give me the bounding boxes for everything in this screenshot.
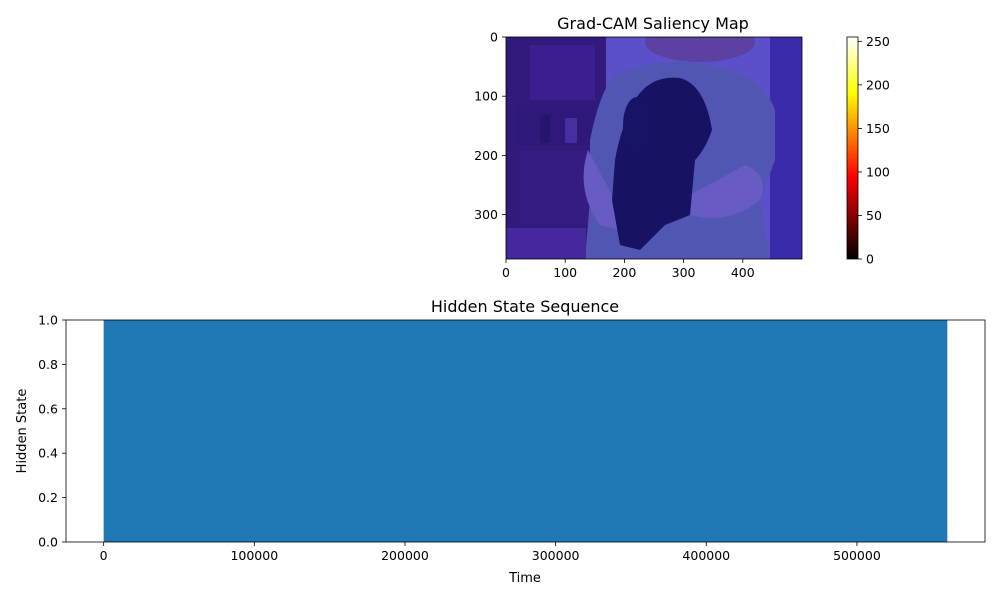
saliency-y-tick-label: 0 — [490, 30, 498, 45]
hidden-state-y-axis: 0.0 0.2 0.4 0.6 0.8 1.0 — [38, 313, 66, 550]
x-axis-label: Time — [508, 571, 541, 586]
saliency-x-tick-label: 0 — [502, 265, 510, 280]
hidden-state-y-tick-label: 0.8 — [38, 357, 58, 372]
hidden-state-y-tick-label: 1.0 — [38, 313, 58, 328]
hidden-state-x-tick-label: 500000 — [833, 548, 881, 563]
saliency-x-tick-label: 400 — [731, 265, 755, 280]
saliency-x-axis: 0 100 200 300 400 — [502, 259, 755, 280]
saliency-title: Grad-CAM Saliency Map — [557, 14, 749, 33]
hidden-state-y-tick-label: 0.0 — [38, 535, 58, 550]
hidden-state-fill — [103, 320, 948, 542]
hidden-state-x-tick-label: 400000 — [682, 548, 730, 563]
colorbar-tick-label: 150 — [866, 121, 890, 136]
colorbar: 0 50 100 150 200 250 — [846, 34, 890, 267]
hidden-state-x-tick-label: 100000 — [230, 548, 278, 563]
hidden-state-x-tick-label: 200000 — [381, 548, 429, 563]
saliency-axes-frame — [505, 36, 803, 260]
hidden-state-panel: Hidden State Sequence 0 100000 200000 30000… — [15, 297, 986, 586]
saliency-map-panel: Grad-CAM Saliency Map — [474, 14, 803, 280]
saliency-y-tick-label: 100 — [474, 89, 498, 104]
hidden-state-y-tick-label: 0.6 — [38, 401, 58, 416]
saliency-x-tick-label: 300 — [672, 265, 696, 280]
saliency-y-axis: 0 100 200 300 — [474, 30, 506, 222]
saliency-x-tick-label: 200 — [612, 265, 636, 280]
colorbar-gradient — [846, 36, 859, 260]
colorbar-tick-label: 250 — [866, 34, 890, 49]
hidden-state-y-tick-label: 0.2 — [38, 490, 58, 505]
hidden-state-x-tick-label: 300000 — [532, 548, 580, 563]
hidden-state-x-tick-label: 0 — [100, 548, 108, 563]
hidden-state-axes-frame — [65, 319, 986, 543]
colorbar-tick-label: 50 — [866, 208, 882, 223]
hidden-state-y-tick-label: 0.4 — [38, 446, 58, 461]
hidden-state-area — [103, 320, 948, 542]
colorbar-ticks: 0 50 100 150 200 250 — [858, 34, 890, 267]
saliency-image — [506, 37, 802, 259]
hidden-state-x-axis: 0 100000 200000 300000 400000 500000 — [100, 542, 881, 563]
hidden-state-title: Hidden State Sequence — [431, 297, 619, 316]
y-axis-label: Hidden State — [15, 389, 30, 474]
saliency-y-tick-label: 200 — [474, 148, 498, 163]
colorbar-tick-label: 100 — [866, 164, 890, 179]
saliency-x-tick-label: 100 — [553, 265, 577, 280]
saliency-y-tick-label: 300 — [474, 207, 498, 222]
colorbar-tick-label: 0 — [866, 252, 874, 267]
colorbar-tick-label: 200 — [866, 77, 890, 92]
